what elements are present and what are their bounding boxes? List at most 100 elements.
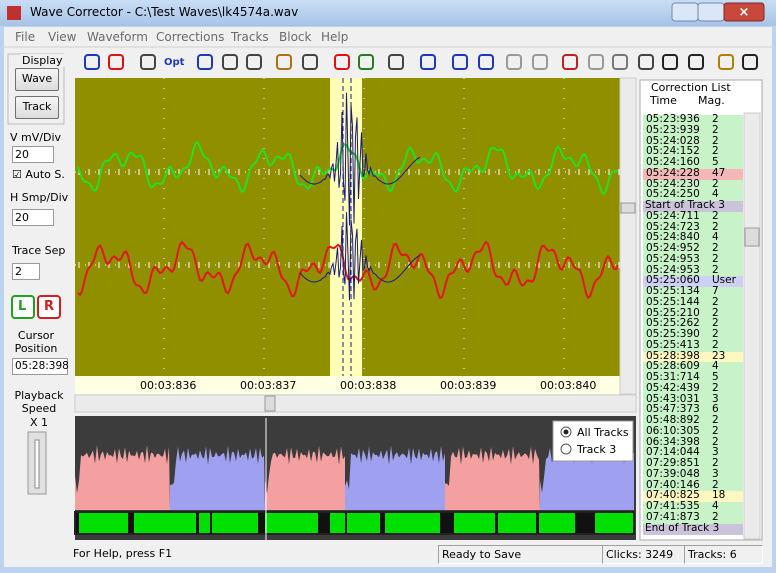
list-row[interactable]: 07:40:146 2	[643, 478, 743, 492]
menu-item[interactable]: View	[48, 30, 77, 44]
list-row[interactable]: 05:23:936 2	[643, 113, 743, 126]
list-row[interactable]: 05:43:031 3	[643, 393, 743, 406]
scroll-thumb[interactable]	[744, 227, 760, 247]
list-row[interactable]: 05:25:060 User	[643, 275, 743, 288]
opt-button[interactable]: Opt	[164, 57, 185, 68]
list-row[interactable]: 05:24:028 2	[643, 135, 743, 148]
sep-input[interactable]: 2	[12, 263, 40, 280]
radio-label[interactable]: Track 3	[577, 443, 617, 456]
tool-icon[interactable]	[562, 54, 578, 70]
vertical-scrollbar[interactable]	[619, 77, 637, 395]
h-input[interactable]: 20	[12, 209, 54, 226]
tool-icon[interactable]	[452, 54, 468, 70]
row-time: 05:24:250	[646, 188, 700, 201]
list-scrollbar[interactable]	[743, 112, 761, 540]
track-button[interactable]: Track	[15, 96, 59, 119]
scroll-thumb[interactable]	[264, 395, 276, 412]
tool-icon[interactable]	[638, 54, 654, 70]
close-button[interactable]	[723, 2, 765, 22]
radio-label[interactable]: All Tracks	[577, 426, 629, 439]
list-row[interactable]: 05:24:723 2	[643, 221, 743, 234]
list-row[interactable]: 05:24:228 47	[643, 167, 743, 180]
list-row[interactable]: 05:25:210 2	[643, 307, 743, 320]
tool-icon[interactable]	[532, 54, 548, 70]
list-title: Correction List	[651, 81, 731, 94]
list-row[interactable]: 05:42:439 2	[643, 382, 743, 395]
tool-icon[interactable]	[334, 54, 350, 70]
list-row[interactable]: 05:24:160 5	[643, 157, 743, 169]
minimize-button[interactable]	[671, 2, 699, 22]
list-row[interactable]: End of Track 3	[643, 522, 743, 535]
list-row[interactable]: 05:25:144 2	[643, 296, 743, 309]
list-row[interactable]: 05:25:134 7	[643, 286, 743, 298]
scroll-thumb[interactable]	[620, 202, 636, 214]
tool-icon[interactable]	[140, 54, 156, 70]
list-row[interactable]: 07:39:048 3	[643, 468, 743, 481]
status-tracks: Tracks: 6	[684, 545, 763, 564]
row-time: 07:40:146	[646, 478, 700, 491]
row-mag: 5	[712, 371, 719, 383]
left-channel[interactable]: L	[18, 299, 27, 314]
right-channel[interactable]: R	[44, 299, 55, 314]
list-row[interactable]: 07:41:873 2	[643, 511, 743, 524]
v-input[interactable]: 20	[12, 146, 54, 163]
list-row[interactable]: 05:48:892 2	[643, 415, 743, 427]
tool-icon[interactable]	[84, 54, 100, 70]
row-time: 05:23:936	[646, 113, 700, 125]
list-row[interactable]: 05:24:230 2	[643, 178, 743, 191]
list-row[interactable]: 05:25:413 2	[643, 339, 743, 352]
tool-icon[interactable]	[420, 54, 436, 70]
list-row[interactable]: 07:14:044 3	[643, 446, 743, 460]
list-row[interactable]: 05:24:952 2	[643, 243, 743, 255]
tool-icon[interactable]	[478, 54, 494, 70]
list-row[interactable]: 05:25:262 2	[643, 318, 743, 331]
left-channel-icon[interactable]	[11, 295, 35, 319]
list-row[interactable]: 05:24:953 2	[643, 264, 743, 277]
tool-icon[interactable]	[358, 54, 374, 70]
list-row[interactable]: 06:34:398 2	[643, 436, 743, 449]
list-row[interactable]: 05:31:714 5	[643, 371, 743, 384]
list-row[interactable]: 07:29:851 2	[643, 458, 743, 470]
list-row[interactable]: 05:24:711 2	[643, 210, 743, 223]
tool-icon[interactable]	[688, 54, 704, 70]
menu-item[interactable]: Help	[321, 30, 349, 44]
menu-item[interactable]: Block	[279, 30, 312, 44]
list-row[interactable]: 05:28:609 4	[643, 361, 743, 374]
maximize-button[interactable]	[697, 2, 725, 22]
tool-icon[interactable]	[276, 54, 292, 70]
list-row[interactable]: 05:24:953 2	[643, 253, 743, 266]
tool-icon[interactable]	[197, 54, 213, 70]
right-channel-icon[interactable]	[37, 295, 61, 319]
list-row[interactable]: Start of Track 3	[643, 200, 743, 212]
tool-icon[interactable]	[718, 54, 734, 70]
menu-item[interactable]: Corrections	[156, 30, 225, 44]
tool-icon[interactable]	[506, 54, 522, 70]
tool-icon[interactable]	[222, 54, 238, 70]
list-row[interactable]: 05:24:152 2	[643, 146, 743, 159]
list-row[interactable]: 05:23:939 2	[643, 124, 743, 137]
horizontal-scrollbar[interactable]	[74, 394, 637, 413]
tool-icon[interactable]	[588, 54, 604, 70]
tool-icon[interactable]	[388, 54, 404, 70]
list-row[interactable]: 05:24:840 4	[643, 232, 743, 245]
tool-icon[interactable]	[612, 54, 628, 70]
radio-button[interactable]	[560, 443, 572, 455]
menu-item[interactable]: File	[15, 30, 36, 44]
tool-icon[interactable]	[108, 54, 124, 70]
list-row[interactable]: 05:25:390 2	[643, 329, 743, 341]
list-row[interactable]: 05:28:398 23	[643, 350, 743, 363]
list-row[interactable]: 07:40:825 18	[643, 490, 743, 503]
menu-item[interactable]: Waveform	[87, 30, 148, 44]
tool-icon[interactable]	[742, 54, 758, 70]
tool-icon[interactable]	[662, 54, 678, 70]
checkbox[interactable]: ☑ Auto S.	[12, 168, 65, 181]
tool-icon[interactable]	[246, 54, 262, 70]
wave-button[interactable]: Wave	[15, 68, 59, 91]
menu-item[interactable]: Tracks	[231, 30, 269, 44]
list-row[interactable]: 07:41:535 4	[643, 501, 743, 513]
row-mag: 3	[712, 446, 719, 459]
tool-icon[interactable]	[302, 54, 318, 70]
list-row[interactable]: 06:10:305 2	[643, 425, 743, 438]
list-row[interactable]: 05:24:250 4	[643, 188, 743, 202]
list-row[interactable]: 05:47:373 6	[643, 404, 743, 417]
